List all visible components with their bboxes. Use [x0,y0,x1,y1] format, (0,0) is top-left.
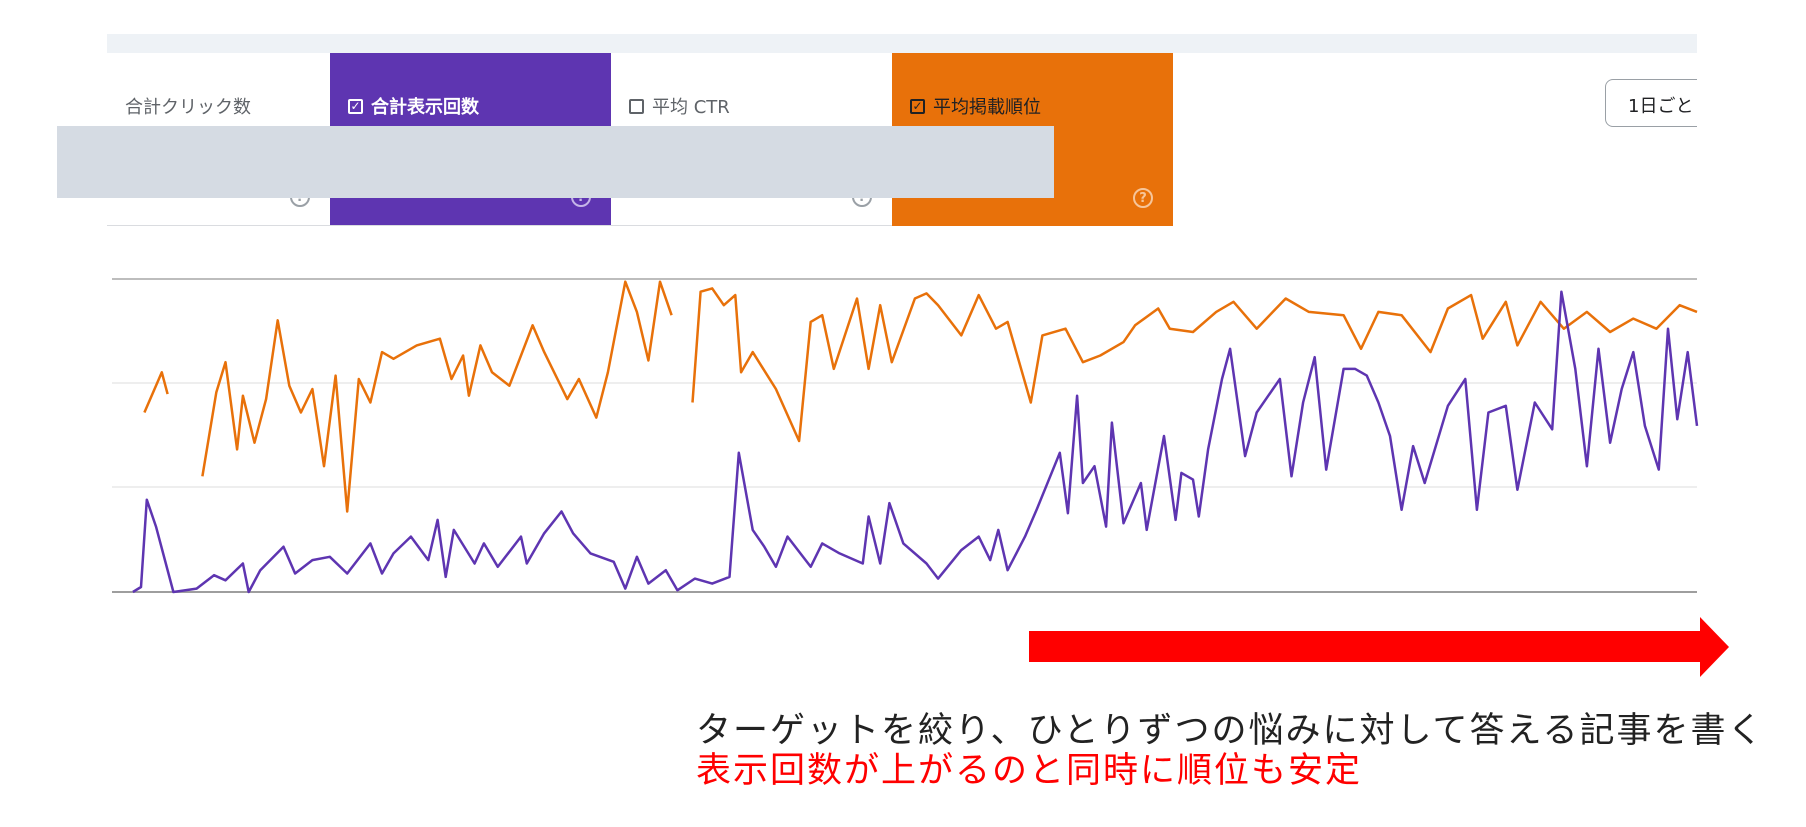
red-arrow [1029,617,1729,677]
arrow-head [1700,617,1729,677]
granularity-button[interactable]: 1日ごと [1605,79,1697,127]
tab-label: 平均 CTR [652,97,730,118]
tab-label: 平均掲載順位 [933,97,1041,118]
checkbox-unchecked-icon[interactable] [629,98,644,114]
checkbox-checked-icon[interactable]: ✓ [910,98,925,114]
top-band [107,34,1697,53]
checkbox-checked-icon[interactable]: ✓ [348,98,363,114]
granularity-button-clip: 1日ごと [1605,79,1697,127]
tab-label: 合計表示回数 [371,97,479,118]
question-circle-icon[interactable]: ? [1133,188,1153,208]
annotation-line1: ターゲットを絞り、ひとりずつの悩みに対して答える記事を書く [696,711,1765,751]
redaction-overlay [57,126,1054,198]
annotation-line2: 表示回数が上がるのと同時に順位も安定 [696,751,1363,791]
tab-label: 合計クリック数 [125,97,251,118]
series-line-average-position [143,280,1698,513]
series-line-impressions [132,290,1699,594]
arrow-shaft [1029,631,1700,662]
